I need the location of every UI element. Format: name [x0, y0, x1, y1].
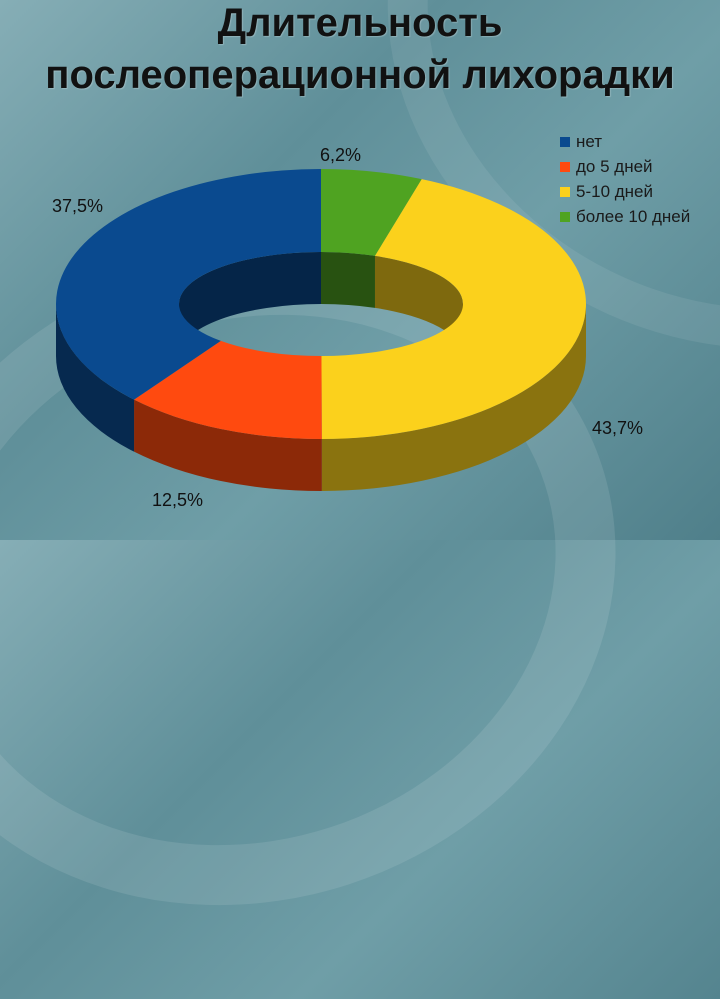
legend-swatch-over-10-days: [560, 212, 570, 222]
legend-swatch-none: [560, 137, 570, 147]
inner-wall-over-10-days: [321, 252, 375, 308]
chart-legend: нет до 5 дней 5-10 дней более 10 дней: [560, 132, 710, 232]
legend-label-under-5-days: до 5 дней: [576, 157, 653, 176]
slice-over-10-days: [321, 169, 422, 256]
data-label-under-5-days: 12,5%: [152, 490, 204, 510]
donut-chart: [55, 169, 586, 491]
legend-item-under-5-days: до 5 дней: [560, 157, 710, 177]
legend-swatch-5-10-days: [560, 187, 570, 197]
legend-label-none: нет: [576, 132, 603, 151]
legend-label-over-10-days: более 10 дней: [576, 207, 691, 226]
legend-item-over-10-days: более 10 дней: [560, 207, 710, 227]
legend-label-5-10-days: 5-10 дней: [576, 182, 654, 201]
legend-item-none: нет: [560, 132, 710, 152]
title-line-2: послеоперационной лихорадки: [45, 53, 675, 97]
data-label-none: 37,5%: [52, 196, 104, 216]
slice-under-5-days: [134, 340, 322, 439]
legend-item-5-10-days: 5-10 дней: [560, 182, 710, 202]
data-label-5-10-days: 43,7%: [592, 418, 644, 438]
slice-none: [55, 169, 321, 400]
side-wall-under-5-days: [134, 399, 322, 491]
slice-5-10-days: [321, 179, 586, 439]
side-wall-none: [56, 304, 135, 452]
title-line-1: Длительность: [217, 1, 503, 45]
legend-swatch-under-5-days: [560, 162, 570, 172]
side-wall-5-10-days: [321, 304, 586, 491]
inner-wall-none: [179, 252, 321, 356]
inner-wall-5-10-days: [374, 255, 463, 356]
data-label-over-10-days: 6,2%: [320, 145, 362, 165]
